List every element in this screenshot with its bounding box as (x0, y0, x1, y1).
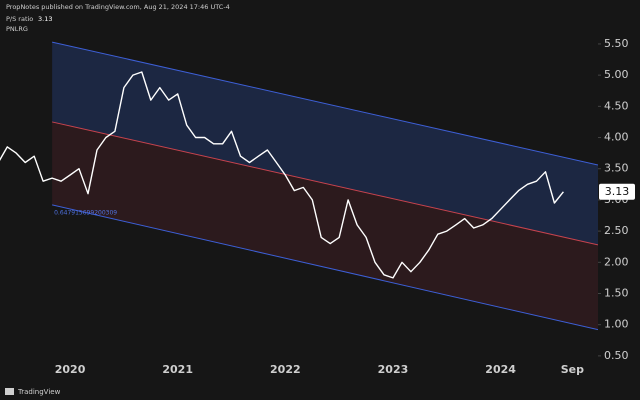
series-name: P/S ratio (6, 15, 33, 23)
plot (0, 41, 598, 331)
y-tick-label: 5.00 (604, 68, 629, 81)
symbol: PNLRG (6, 25, 28, 33)
channel-middle (52, 121, 598, 246)
x-tick-label: Sep (561, 363, 584, 376)
y-tick-label: 2.50 (604, 224, 629, 237)
brand: TradingView (17, 388, 61, 396)
y-tick-label: 2.00 (604, 255, 629, 268)
x-tick-label: 2022 (270, 363, 301, 376)
x-tick-label: 2023 (378, 363, 409, 376)
price-tag (599, 183, 635, 200)
x-tick-label: 2020 (55, 363, 86, 376)
y-tick-label: 4.50 (604, 99, 629, 112)
y-tick-label: 0.50 (604, 349, 629, 362)
y-tick-label: 3.50 (604, 162, 629, 175)
price-tag-label: 3.13 (605, 185, 630, 198)
channel-upper (52, 41, 598, 166)
series-line (0, 71, 564, 279)
y-tick-label: 4.00 (604, 131, 629, 144)
publisher: PropNotes published on TradingView.com, … (6, 3, 230, 11)
lower-zone (52, 121, 598, 330)
brand-logo (5, 388, 14, 395)
x-tick-label: 2021 (162, 363, 193, 376)
y-tick-label: 1.50 (604, 287, 629, 300)
last-value: 3.13 (38, 15, 52, 23)
x-tick-label: 2024 (485, 363, 516, 376)
upper-zone (52, 42, 598, 245)
channel-lower (52, 204, 598, 331)
channel-label: 0.647915699200309 (54, 209, 117, 216)
y-tick-label: 5.50 (604, 37, 629, 50)
y-tick-label: 1.00 (604, 318, 629, 331)
